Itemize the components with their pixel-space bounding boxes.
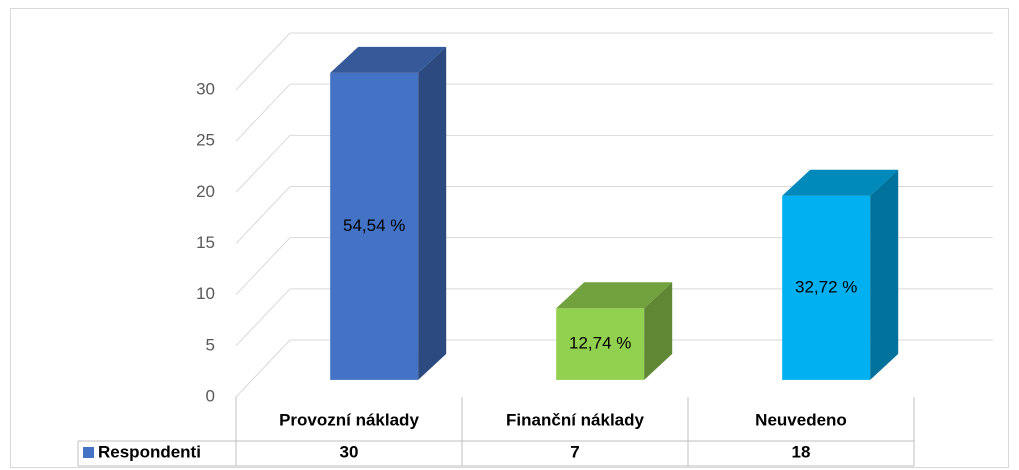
bar-front [782, 195, 871, 380]
grid-line [235, 237, 291, 296]
bar-side [870, 169, 899, 380]
table-value: 18 [792, 442, 811, 461]
x-tick-label: Finanční náklady [506, 410, 644, 429]
bar-top [556, 282, 673, 309]
y-tick-label: 30 [196, 79, 215, 98]
grid-line [235, 186, 291, 244]
y-tick-label: 5 [206, 335, 215, 354]
bar-side [644, 282, 673, 380]
bar-top [330, 46, 447, 73]
x-tick-label: Neuvedeno [755, 410, 847, 429]
y-tick-label: 20 [196, 182, 215, 201]
grid-line [235, 339, 291, 398]
bar-side [418, 46, 447, 380]
grid-line [235, 83, 291, 142]
bar-front [330, 72, 419, 380]
data-label: 54,54 % [343, 216, 405, 235]
data-label: 12,74 % [569, 334, 631, 353]
x-tick-label: Provozní náklady [279, 410, 419, 429]
bar-top [782, 169, 899, 196]
grid-line [235, 134, 291, 193]
table-value: 7 [570, 442, 579, 461]
y-tick-label: 25 [196, 131, 215, 150]
y-tick-label: 15 [196, 233, 215, 252]
data-label: 32,72 % [795, 277, 857, 296]
grid-line [235, 32, 291, 91]
bar-front [556, 308, 645, 380]
y-tick-label: 0 [206, 386, 215, 405]
grid-line [235, 288, 291, 347]
legend-label: Respondenti [98, 442, 201, 461]
legend-swatch [83, 447, 94, 458]
table-value: 30 [340, 442, 359, 461]
y-tick-label: 10 [196, 284, 215, 303]
